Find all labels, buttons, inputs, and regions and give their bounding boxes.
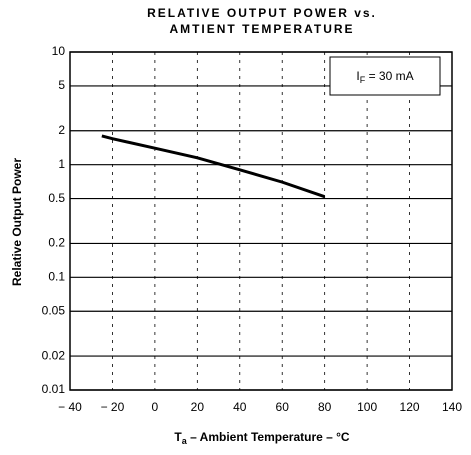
x-tick-label: 60 — [276, 400, 290, 414]
y-tick-label: 0.1 — [48, 270, 65, 284]
chart-title: RELATIVE OUTPUT POWER vs. — [147, 6, 377, 20]
x-tick-label: 100 — [357, 400, 377, 414]
y-tick-label: 0.5 — [48, 191, 65, 205]
data-line — [101, 134, 326, 199]
y-tick-label: 0.2 — [48, 236, 65, 250]
y-tick-label: 0.01 — [42, 382, 66, 396]
y-tick-label: 1 — [58, 157, 65, 171]
x-tick-label: 80 — [318, 400, 332, 414]
annotation-symbol: I — [356, 69, 359, 83]
y-tick-label: 5 — [58, 78, 65, 92]
x-tick-label: 40 — [233, 400, 247, 414]
y-tick-label: 2 — [58, 123, 65, 137]
annotation-text: = 30 mA — [365, 69, 413, 83]
x-axis-label: Ta – Ambient Temperature – °C — [174, 430, 350, 446]
x-tick-label: 0 — [152, 400, 159, 414]
x-tick-label: − 40 — [58, 400, 82, 414]
x-tick-label: − 20 — [101, 400, 125, 414]
x-axis-symbol: T — [174, 430, 182, 444]
x-tick-label: 20 — [191, 400, 205, 414]
y-tick-label: 0.02 — [42, 348, 66, 362]
x-axis-subscript: a — [182, 436, 188, 446]
x-tick-label: 120 — [400, 400, 420, 414]
y-tick-label: 10 — [52, 44, 66, 58]
x-tick-label: 140 — [442, 400, 462, 414]
annotation: IF = 30 mA — [356, 69, 413, 85]
y-tick-label: 0.05 — [42, 303, 66, 317]
annotation-box — [329, 56, 441, 96]
plot-frame — [69, 51, 453, 391]
y-axis-label: Relative Output Power — [10, 158, 24, 286]
chart-title: AMTIENT TEMPERATURE — [169, 22, 354, 36]
x-axis-text: – Ambient Temperature – °C — [187, 430, 350, 444]
annotation-subscript: F — [360, 75, 366, 85]
